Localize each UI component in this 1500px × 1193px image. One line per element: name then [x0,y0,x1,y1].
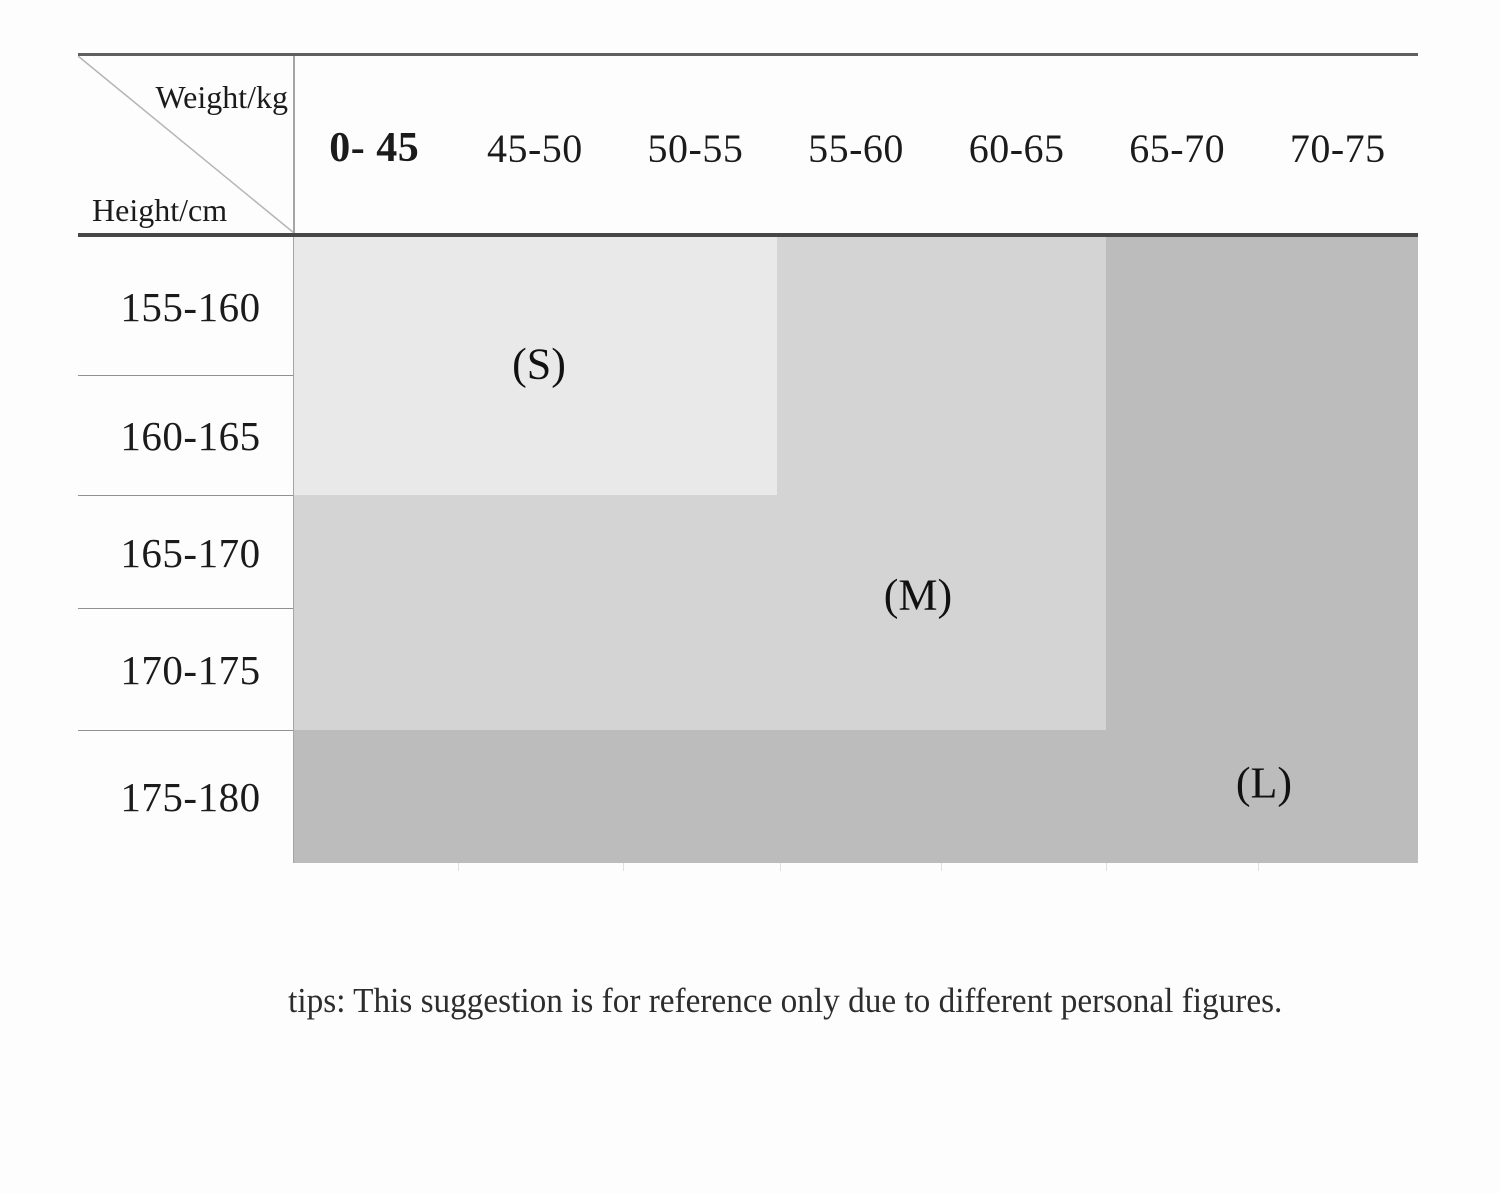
column-tick [941,863,942,871]
column-tick [1258,863,1259,871]
height-row-label-2: 165-170 [120,529,261,576]
height-row-label-0: 155-160 [120,283,261,330]
height-row-label-4: 175-180 [120,774,261,820]
column-tick [1106,863,1107,871]
table-top-border [78,53,1418,56]
size-region-S [294,237,777,495]
header-bottom-border [78,233,1418,237]
weight-header-row: 0- 45 45-50 50-55 55-60 60-65 65-70 70-7… [294,118,1418,178]
weight-axis-label: Weight/kg [155,78,288,115]
height-axis-label: Height/cm [92,191,228,228]
size-region-grid: (S) (M) (L) [294,237,1418,863]
tips-note: tips: This suggestion is for reference o… [70,978,1500,1024]
row-separator [78,608,293,609]
tips-text: tips: This suggestion is for reference o… [287,981,1283,1020]
column-tick [458,863,459,871]
row-separator [78,730,293,731]
row-separator [78,375,293,376]
weight-col-header-3: 55-60 [808,125,904,171]
weight-col-header-6: 70-75 [1289,125,1386,171]
size-label-S: (S) [512,339,566,389]
column-tick [780,863,781,871]
height-row-label-3: 170-175 [120,647,261,693]
weight-col-header-1: 45-50 [486,125,583,171]
corner-diagonal-line [78,56,294,233]
height-row-label-1: 160-165 [120,413,261,459]
weight-col-header-0: 0- 45 [329,125,420,171]
weight-col-header-5: 65-70 [1129,125,1226,171]
column-tick [623,863,624,871]
weight-col-header-2: 50-55 [647,125,744,171]
row-separator [78,495,293,496]
weight-col-header-4: 60-65 [968,125,1065,171]
size-label-M: (M) [883,570,953,620]
size-label-L: (L) [1235,758,1293,808]
